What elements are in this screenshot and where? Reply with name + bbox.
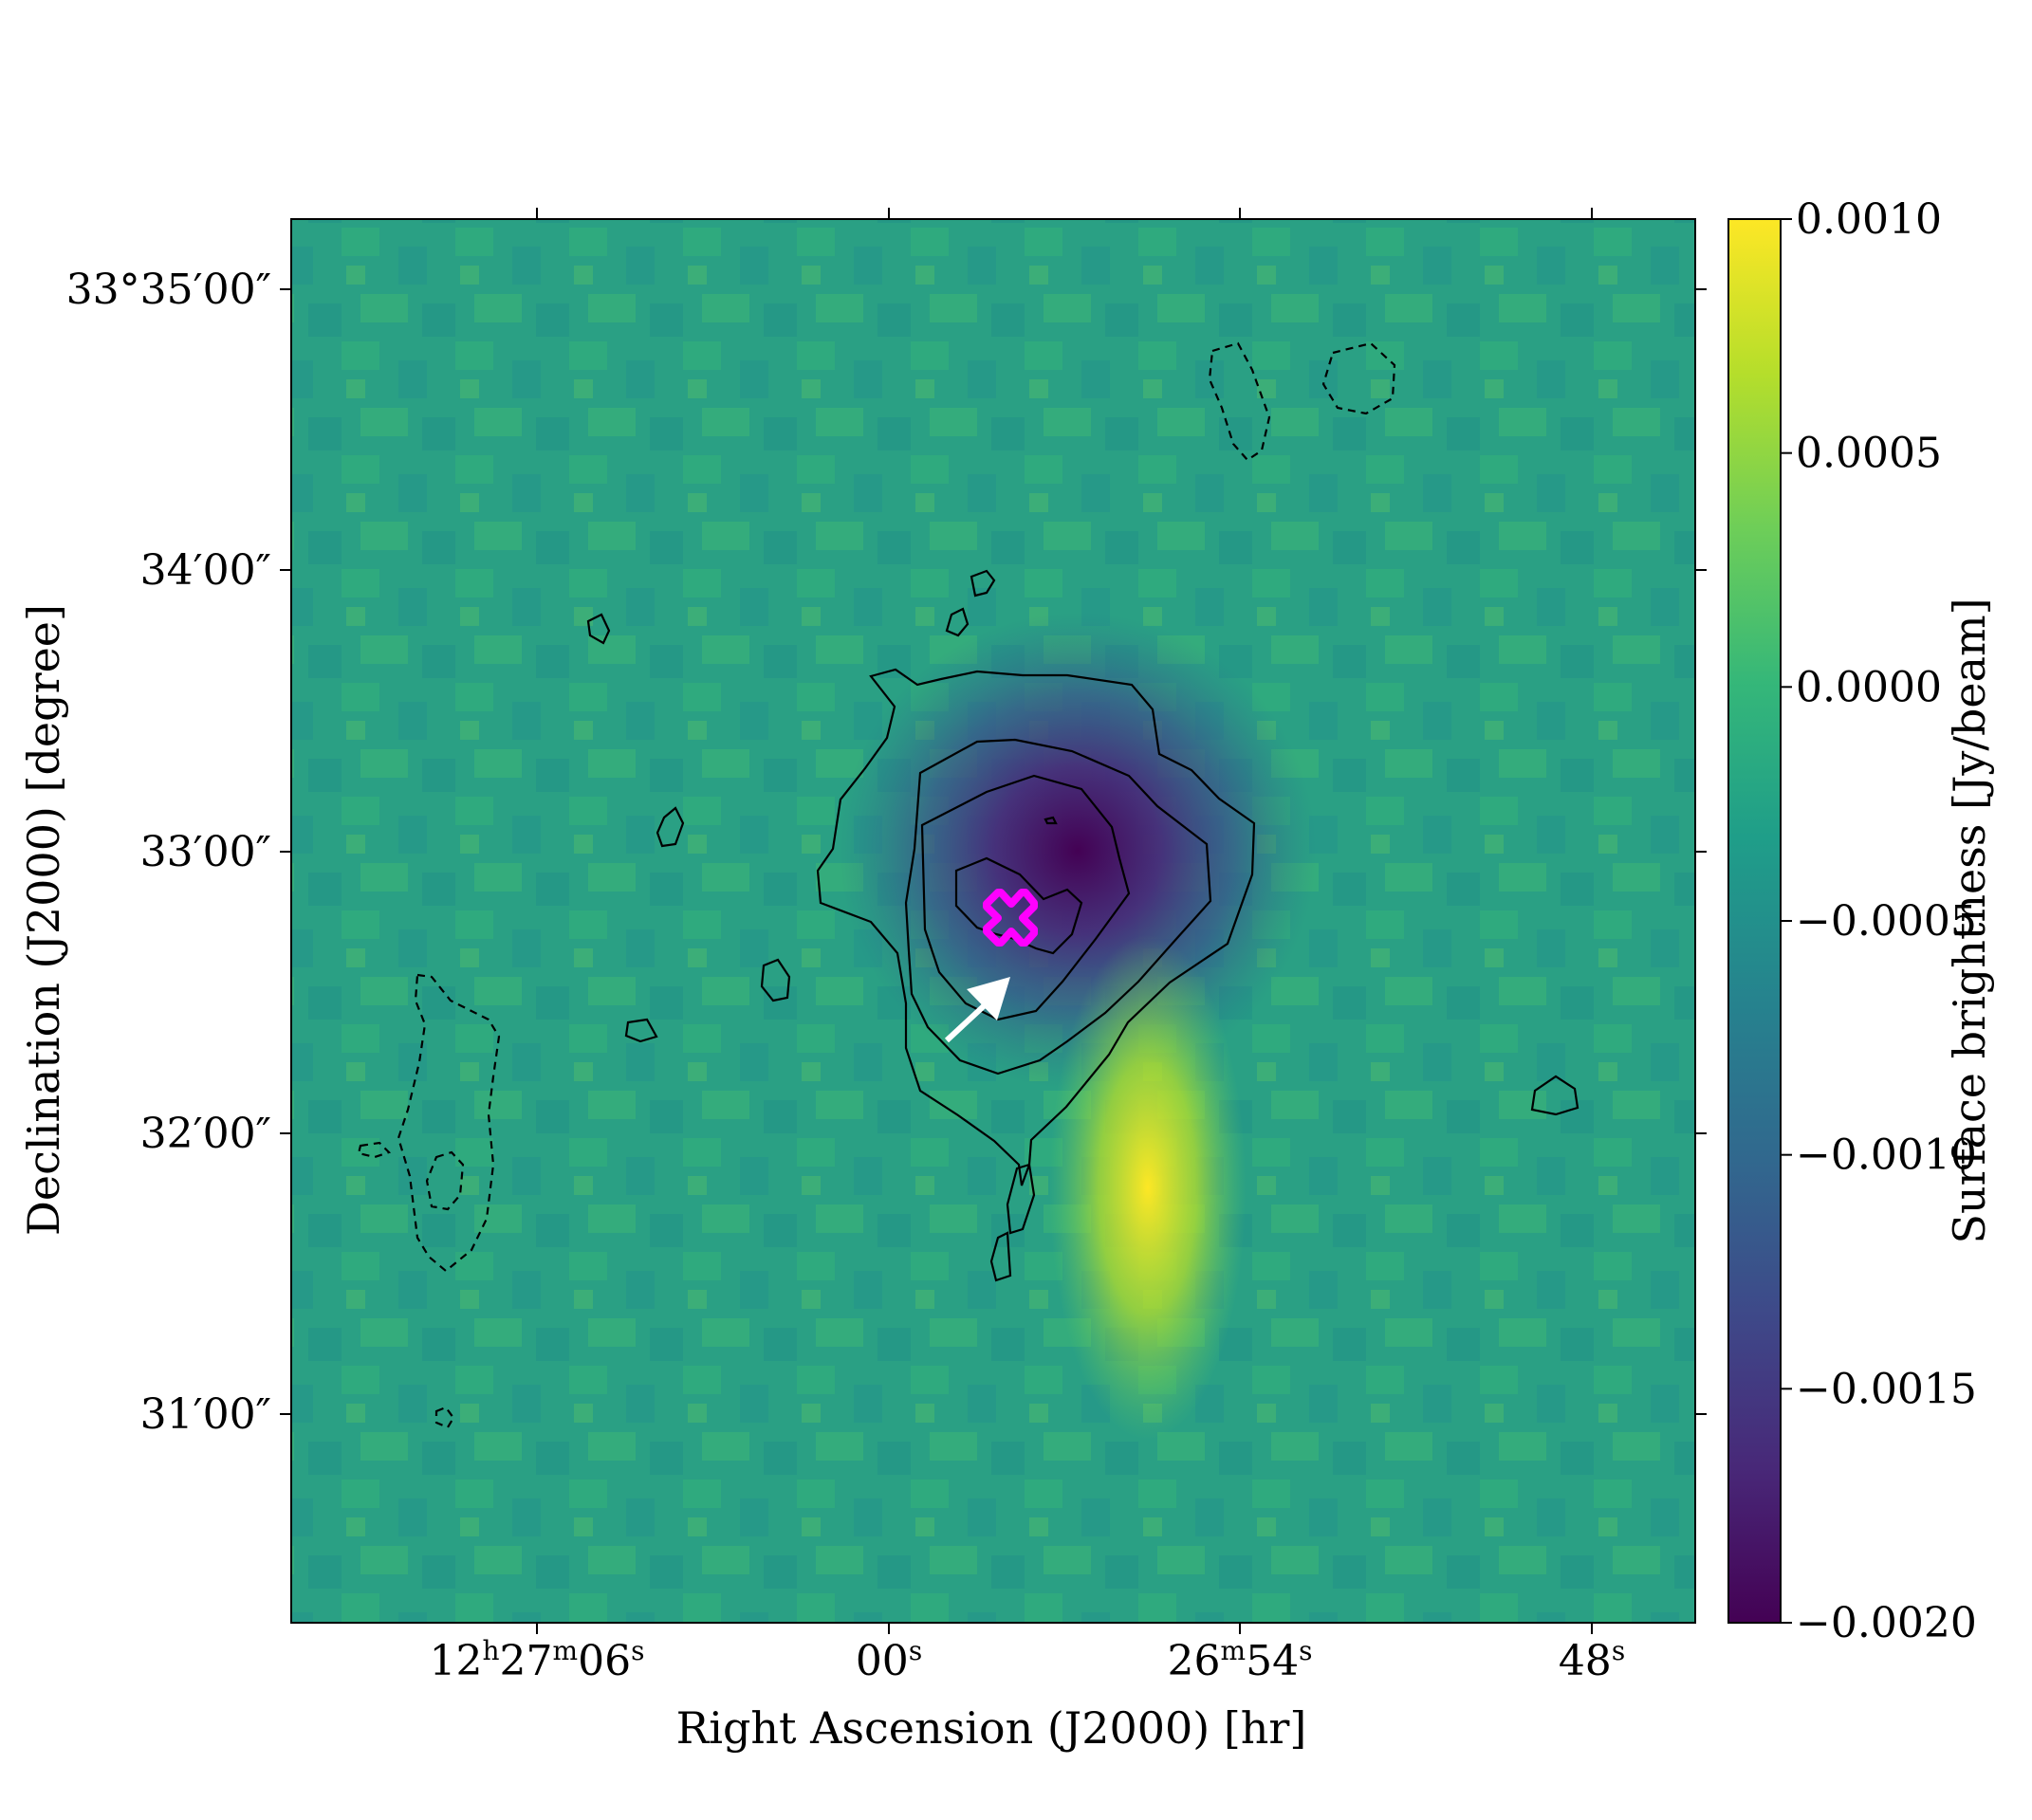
contour-negative-small-3 [586,613,611,645]
y-tick-label-1: 34′00″ [140,546,271,595]
plot-area [291,219,2032,1623]
contour-negative-small-4 [656,806,685,848]
x-tick-label-1: 00s [856,1635,922,1685]
colorbar-tick-label-3: −0.0005 [1796,897,1977,946]
x-tick-label-0: 12h27m06s [430,1635,645,1685]
x-ticks [536,208,1593,1634]
heatmap-feature-positive-2 [1976,318,2032,458]
contour-positive-inner [425,1150,465,1211]
contour-negative-small-7 [1530,1075,1579,1116]
contours [586,569,1579,1282]
y-tick-label-2: 33′00″ [140,828,271,876]
cross-marker [983,889,1038,947]
colorbar-tick-label-4: −0.0010 [1796,1131,1977,1180]
colorbar-tick-label-6: −0.0020 [1796,1599,1977,1647]
colorbar-tick-label-0: 0.0010 [1796,195,1942,244]
contour-negative-level-1 [816,668,1256,1186]
contours-positive [357,341,1396,1429]
colorbar-gradient-bar [1727,218,1782,1624]
plot-frame [290,218,1696,1624]
y-tick-label-4: 31′00″ [140,1390,271,1439]
contour-negative-small-6 [624,1018,658,1043]
contour-positive-top-right-b [1321,341,1396,415]
heatmap-features [839,318,2032,1441]
y-tick-label-3: 32′00″ [140,1110,271,1158]
contour-negative-small-10 [1044,816,1058,825]
colorbar-tick-label-2: 0.0000 [1796,663,1942,711]
arrow-marker [944,977,1010,1043]
heatmap-feature-positive-1 [1049,934,1247,1441]
contour-negative-level-4 [954,856,1083,955]
colorbar-tick-label-5: −0.0015 [1796,1365,1977,1413]
x-tick-label-2: 26m54s [1168,1635,1313,1685]
contour-negative-level-3 [920,774,1131,1021]
colorbar-tick-label-1: 0.0005 [1796,430,1942,478]
contour-negative-small-9 [989,1231,1012,1282]
colorbar: 0.0010 0.0005 0.0000 −0.0005 −0.0010 −0.0015 −… [1727,195,1995,1647]
y-axis-title: Declination (J2000) [degree] [18,604,69,1236]
y-tick-label-0: 33°35′00″ [66,266,271,314]
contour-negative-level-2 [904,738,1212,1075]
colorbar-ticks: 0.0010 0.0005 0.0000 −0.0005 −0.0010 −0.0015 −… [1781,195,1977,1647]
contour-negative-small-8 [1006,1163,1036,1235]
contour-negative-small-1 [970,569,996,597]
contour-positive-large [397,973,501,1273]
colorbar-title: Surface brightness [Jy/beam] [1944,597,1995,1243]
contour-negative-small-5 [760,958,791,1002]
contour-positive-bottom [434,1406,455,1429]
x-axis-title: Right Ascension (J2000) [hr] [676,1702,1307,1754]
y-ticks [280,288,1707,1415]
contour-positive-top-right-a [1208,341,1271,462]
contour-positive-left [357,1141,392,1159]
contour-negative-small-2 [945,607,970,637]
x-tick-label-3: 48s [1559,1635,1625,1685]
